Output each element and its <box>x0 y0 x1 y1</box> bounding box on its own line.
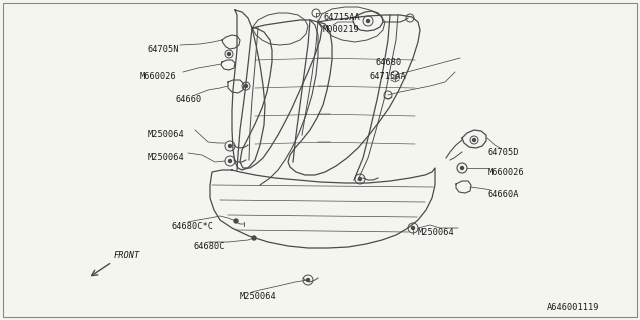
Text: 64705N: 64705N <box>148 45 179 54</box>
Circle shape <box>252 236 256 240</box>
Text: 64680: 64680 <box>375 58 401 67</box>
Text: 64715AA: 64715AA <box>323 13 360 22</box>
Circle shape <box>228 145 232 148</box>
Circle shape <box>412 227 415 229</box>
Text: M000219: M000219 <box>323 25 360 34</box>
Text: 64660A: 64660A <box>488 190 520 199</box>
Circle shape <box>472 139 476 141</box>
Text: M250064: M250064 <box>148 153 185 162</box>
Text: M250064: M250064 <box>240 292 276 301</box>
Text: M250064: M250064 <box>418 228 455 237</box>
Text: 64705D: 64705D <box>488 148 520 157</box>
Text: 64660: 64660 <box>175 95 201 104</box>
Circle shape <box>367 20 369 22</box>
Circle shape <box>358 178 362 180</box>
Text: M660026: M660026 <box>140 72 177 81</box>
Circle shape <box>227 52 230 55</box>
Text: 64715AA: 64715AA <box>370 72 407 81</box>
Text: M660026: M660026 <box>488 168 525 177</box>
Text: FRONT: FRONT <box>114 251 140 260</box>
Circle shape <box>228 159 232 163</box>
Text: 64680C*C: 64680C*C <box>172 222 214 231</box>
Circle shape <box>307 278 310 282</box>
Text: M250064: M250064 <box>148 130 185 139</box>
Text: 64680C: 64680C <box>193 242 225 251</box>
Circle shape <box>461 166 463 170</box>
Circle shape <box>244 84 248 87</box>
Circle shape <box>234 219 238 223</box>
Text: A646001119: A646001119 <box>547 303 600 312</box>
